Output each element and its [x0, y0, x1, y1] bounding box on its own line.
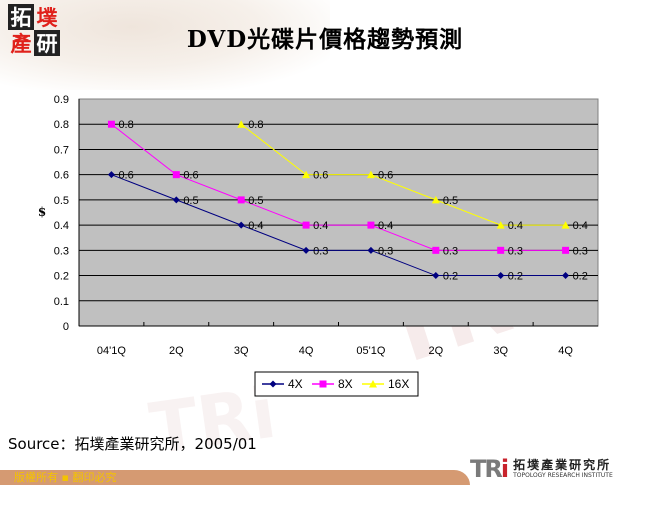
- diamond-marker: [562, 272, 570, 280]
- square-marker: [497, 246, 505, 254]
- data-label: 0.2: [508, 271, 523, 283]
- y-tick-label: 0.1: [54, 296, 69, 308]
- data-label: 0.3: [313, 245, 328, 257]
- series-4x: 0.6 0.5 0.4 0.3 0.3 0.2 0.2 0.2: [107, 170, 588, 283]
- diamond-marker: [432, 272, 440, 280]
- line-chart: 0 0.1 0.2 0.3 0.4 0.5 0.6 0.7 0.8 0.9 $04'1Q 2Q 3Q 4Q…: [38, 94, 599, 397]
- legend-label: 8X: [338, 377, 353, 391]
- diamond-marker: [107, 171, 115, 179]
- x-tick-label: 3Q: [493, 345, 508, 357]
- footer-bar: [0, 470, 470, 485]
- triangle-marker: [237, 120, 246, 128]
- series-8x: 0.8 0.6 0.5 0.4 0.4 0.3 0.3 0.3: [107, 119, 588, 257]
- y-tick-label: 0.4: [54, 220, 69, 232]
- square-marker: [172, 171, 180, 179]
- legend: 4X 8X 16X: [254, 371, 419, 397]
- y-axis-label: $: [38, 205, 46, 219]
- logo: 拓 墣 產 研: [8, 4, 60, 56]
- data-label: 0.5: [183, 195, 198, 207]
- data-label: 0.4: [248, 220, 263, 232]
- data-label: 0.2: [443, 271, 458, 283]
- triangle-marker: [302, 170, 311, 179]
- data-label: 0.6: [378, 170, 393, 182]
- logo-char-3: 產: [10, 31, 32, 56]
- brand-name-cn: 拓墣產業研究所: [513, 457, 612, 472]
- data-label: 0.3: [378, 245, 393, 257]
- series-16x: 0.8 0.6 0.6 0.5 0.4 0.4: [237, 119, 588, 232]
- brand-name-en: TOPOLOGY RESEARCH INSTITUTE: [513, 471, 613, 479]
- logo-char-1: 拓: [8, 4, 34, 30]
- triangle-marker: [366, 170, 375, 179]
- diamond-marker: [497, 272, 505, 280]
- data-label: 0.8: [118, 119, 133, 131]
- data-label: 0.3: [508, 245, 523, 257]
- square-marker: [367, 221, 375, 229]
- data-label: 0.3: [573, 245, 588, 257]
- data-label: 0.2: [573, 271, 588, 283]
- x-tick-label: 04'1Q: [97, 345, 126, 357]
- y-tick-label: 0.2: [54, 271, 69, 283]
- data-label: 0.6: [313, 170, 328, 182]
- triangle-marker: [369, 380, 377, 388]
- brand-logo: TRi 拓墣產業研究所 TOPOLOGY RESEARCH INSTITUTE: [470, 455, 613, 483]
- triangle-marker: [561, 221, 570, 229]
- diamond-marker: [367, 246, 375, 254]
- x-tick-label: 4Q: [558, 345, 573, 357]
- triangle-marker: [496, 221, 505, 229]
- brand-mark: TRi: [470, 455, 509, 483]
- y-tick-label: 0.9: [54, 94, 69, 106]
- square-marker: [562, 246, 570, 254]
- data-label: 0.6: [118, 170, 133, 182]
- y-tick-label: 0: [63, 321, 69, 333]
- triangle-marker: [431, 195, 440, 204]
- data-label: 0.4: [508, 220, 523, 232]
- diamond-marker: [269, 380, 277, 388]
- logo-char-2: 墣: [36, 5, 58, 30]
- legend-item-4x: 4X: [262, 377, 303, 391]
- legend-label: 16X: [388, 377, 409, 391]
- data-label: 0.4: [378, 220, 393, 232]
- source-note: Source：拓墣產業研究所，2005/01: [8, 435, 257, 453]
- data-label: 0.5: [248, 195, 263, 207]
- y-tick-label: 0.7: [54, 144, 69, 156]
- y-tick-label: 0.5: [54, 195, 69, 207]
- legend-item-16x: 16X: [362, 377, 409, 391]
- logo-char-4: 研: [34, 30, 60, 56]
- data-label: 0.4: [573, 220, 588, 232]
- data-label: 0.8: [248, 119, 263, 131]
- y-tick-label: 0.3: [54, 245, 69, 257]
- series-line: [111, 123, 566, 251]
- square-marker: [302, 221, 310, 229]
- legend-label: 4X: [288, 377, 303, 391]
- data-label: 0.6: [183, 170, 198, 182]
- x-tick-label: 4Q: [299, 345, 314, 357]
- legend-item-8x: 8X: [312, 377, 353, 391]
- square-marker: [107, 120, 115, 128]
- series-line: [240, 123, 566, 226]
- square-marker: [237, 196, 245, 204]
- series-line: [111, 174, 566, 277]
- y-tick-label: 0.8: [54, 119, 69, 131]
- diamond-marker: [172, 196, 180, 204]
- x-tick-label: 2Q: [428, 345, 443, 357]
- data-label: 0.4: [313, 220, 328, 232]
- data-label: 0.3: [443, 245, 458, 257]
- x-tick-label: 2Q: [169, 345, 184, 357]
- copyright-notice: 版權所有 ▪ 翻印必究: [14, 471, 117, 484]
- square-marker: [319, 380, 327, 388]
- data-label: 0.5: [443, 195, 458, 207]
- page-title: DVD光碟片價格趨勢預測: [186, 26, 464, 53]
- y-tick-label: 0.6: [54, 170, 69, 182]
- plot-area: [78, 98, 599, 327]
- square-marker: [432, 246, 440, 254]
- x-tick-label: 05'1Q: [356, 345, 385, 357]
- diamond-marker: [237, 221, 245, 229]
- diamond-marker: [302, 246, 310, 254]
- x-tick-label: 3Q: [234, 345, 249, 357]
